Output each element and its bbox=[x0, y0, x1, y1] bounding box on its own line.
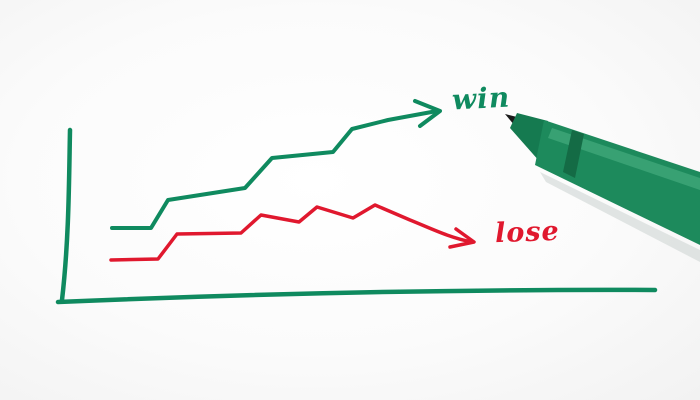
marker-highlight bbox=[548, 128, 700, 190]
lose-line bbox=[109, 203, 476, 262]
marker-ring bbox=[563, 130, 584, 178]
marker-shadow bbox=[540, 172, 700, 262]
y-axis bbox=[59, 127, 73, 303]
lose-label: lose bbox=[494, 215, 561, 250]
lose-arrowhead bbox=[448, 227, 476, 249]
win-arrowhead bbox=[413, 99, 442, 128]
x-axis bbox=[55, 287, 658, 305]
marker-pen bbox=[505, 113, 700, 262]
lose-line-path bbox=[109, 203, 474, 262]
chart-axes bbox=[55, 127, 658, 305]
win-label: win bbox=[451, 80, 511, 117]
win-line bbox=[110, 99, 442, 230]
win-line-path bbox=[110, 109, 439, 230]
